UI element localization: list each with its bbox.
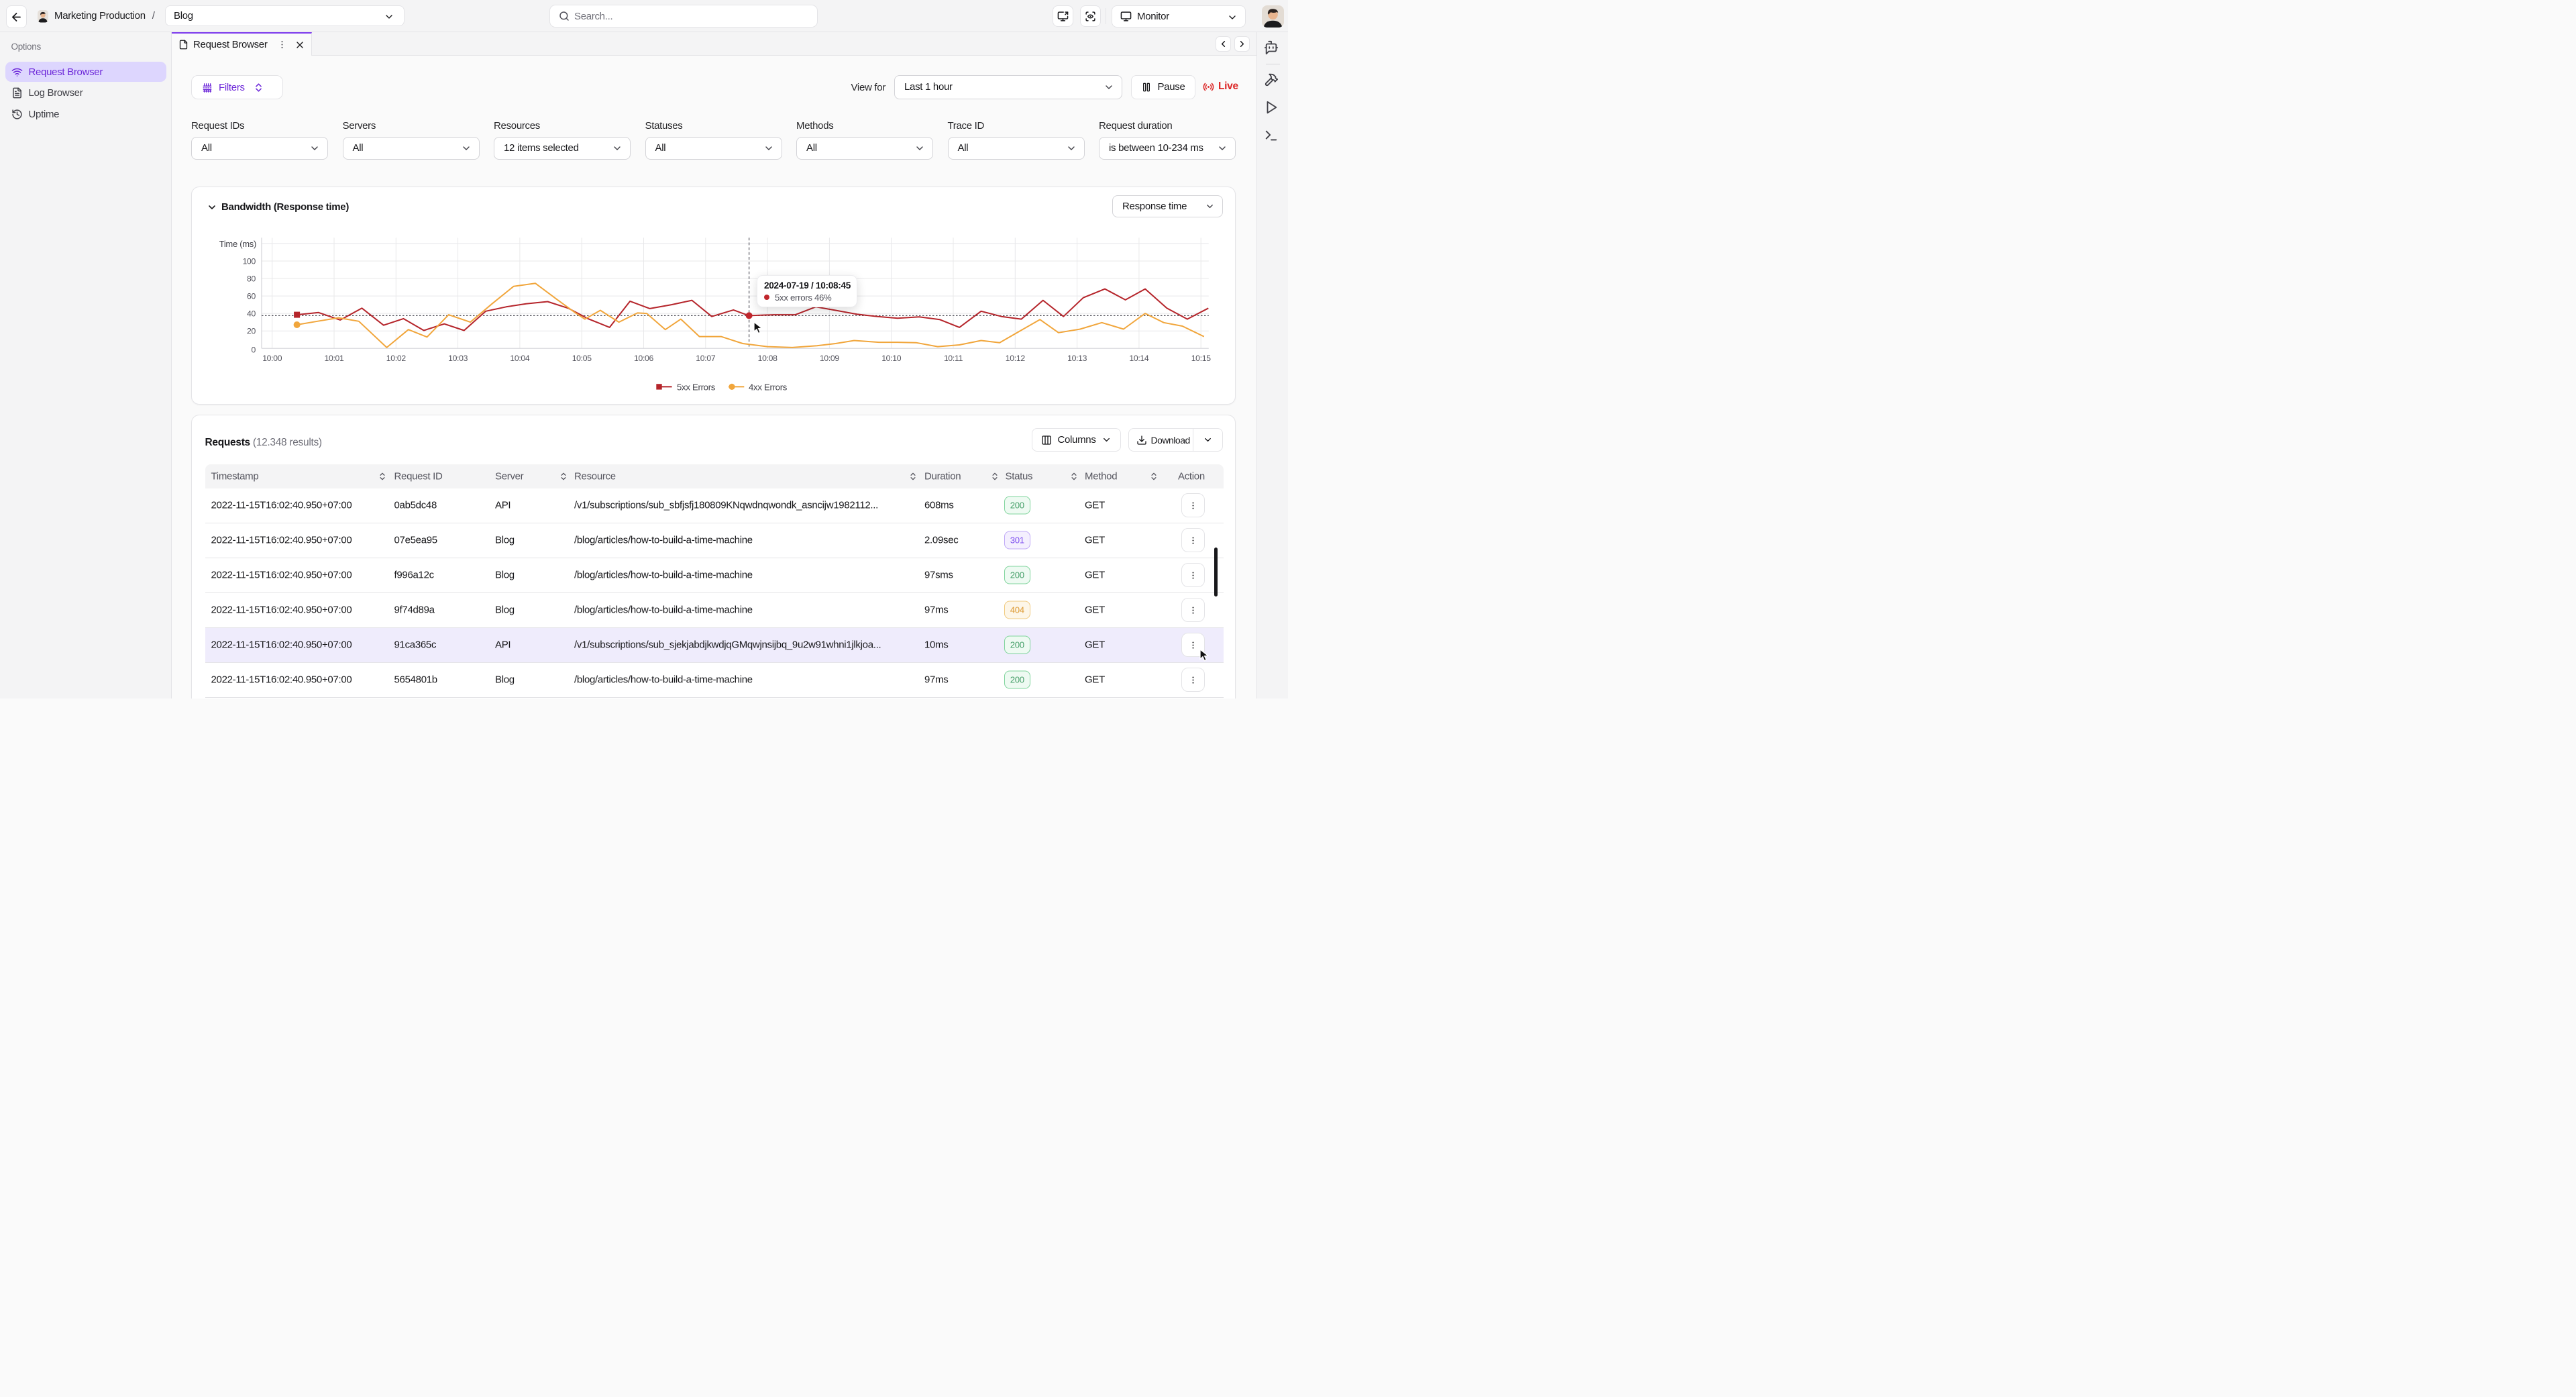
svg-text:10:06: 10:06 <box>634 354 654 363</box>
svg-text:10:05: 10:05 <box>572 354 592 363</box>
svg-text:10:09: 10:09 <box>820 354 840 363</box>
svg-text:10:11: 10:11 <box>944 354 963 363</box>
svg-text:5xx Errors: 5xx Errors <box>677 382 716 393</box>
svg-text:10:02: 10:02 <box>386 354 407 363</box>
svg-text:0: 0 <box>252 346 256 355</box>
svg-text:10:12: 10:12 <box>1006 354 1026 363</box>
svg-text:10:03: 10:03 <box>448 354 468 363</box>
svg-text:60: 60 <box>247 292 256 301</box>
svg-text:10:08: 10:08 <box>758 354 778 363</box>
svg-text:10:10: 10:10 <box>881 354 902 363</box>
svg-text:10:04: 10:04 <box>510 354 530 363</box>
svg-text:4xx Errors: 4xx Errors <box>749 382 788 393</box>
svg-text:10:01: 10:01 <box>325 354 345 363</box>
svg-text:Time (ms): Time (ms) <box>219 240 256 250</box>
svg-text:10:07: 10:07 <box>696 354 716 363</box>
svg-text:10:00: 10:00 <box>262 354 282 363</box>
svg-text:10:15: 10:15 <box>1191 354 1212 363</box>
svg-text:80: 80 <box>247 274 256 284</box>
svg-text:10:13: 10:13 <box>1067 354 1087 363</box>
svg-text:20: 20 <box>247 327 256 336</box>
svg-text:100: 100 <box>243 257 256 266</box>
svg-text:10:14: 10:14 <box>1129 354 1149 363</box>
svg-text:40: 40 <box>247 309 256 319</box>
